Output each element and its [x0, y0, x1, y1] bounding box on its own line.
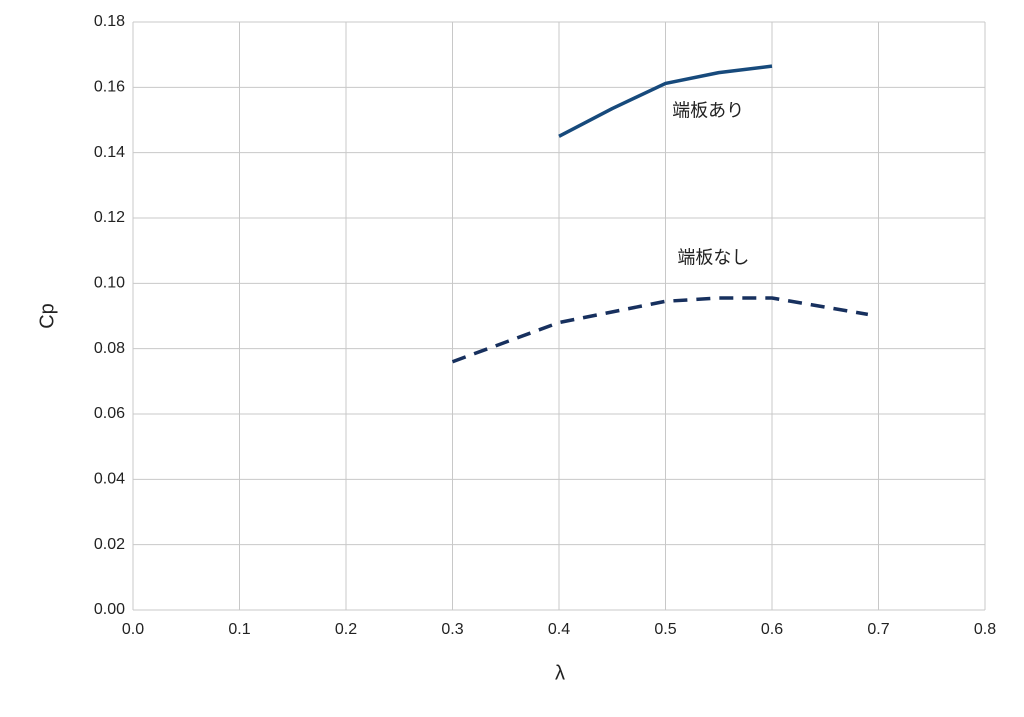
series-label: 端板なし — [677, 248, 749, 268]
x-tick-label: 0.5 — [654, 621, 676, 638]
x-tick-label: 0.8 — [974, 621, 996, 638]
x-tick-label: 0.1 — [228, 621, 250, 638]
y-axis-label: Cp — [36, 303, 58, 329]
x-tick-label: 0.3 — [441, 621, 463, 638]
y-tick-label: 0.02 — [94, 536, 125, 553]
x-tick-label: 0.4 — [548, 621, 570, 638]
y-tick-label: 0.18 — [94, 13, 125, 30]
series-label: 端板あり — [672, 101, 744, 121]
line — [558, 64, 773, 138]
y-tick-label: 0.16 — [94, 79, 125, 96]
x-tick-label: 0.2 — [335, 621, 357, 638]
y-tick-label: 0.06 — [94, 405, 125, 422]
y-tick-label: 0.00 — [94, 601, 125, 618]
line — [451, 296, 869, 364]
x-tick-label: 0.7 — [867, 621, 889, 638]
y-tick-label: 0.08 — [94, 340, 125, 357]
y-tick-label: 0.14 — [94, 144, 125, 161]
y-tick-label: 0.04 — [94, 471, 125, 488]
y-tick-label: 0.10 — [94, 275, 125, 292]
x-axis-label: λ — [555, 662, 565, 684]
x-tick-label: 0.6 — [761, 621, 783, 638]
y-tick-label: 0.12 — [94, 209, 125, 226]
x-tick-label: 0.0 — [122, 621, 144, 638]
